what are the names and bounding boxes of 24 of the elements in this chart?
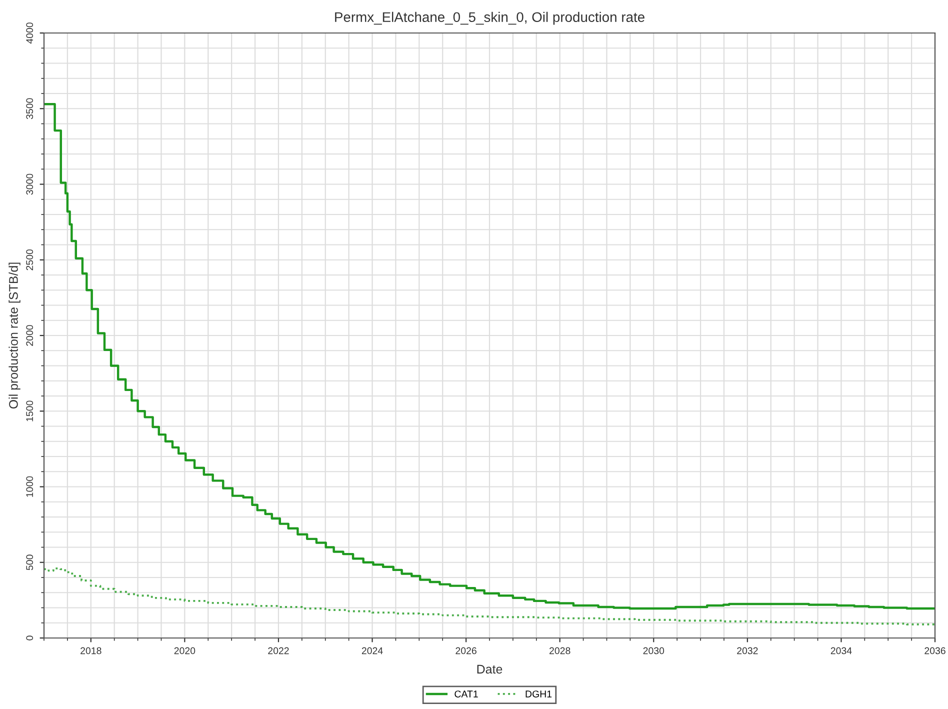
y-tick-label: 3500 xyxy=(26,98,34,120)
x-tick-label: 2018 xyxy=(80,647,102,654)
x-tick-label: 2034 xyxy=(830,647,852,654)
y-tick-label: 0 xyxy=(26,636,34,640)
legend-label: DGH1 xyxy=(526,690,552,698)
y-tick-label: 3000 xyxy=(26,174,34,195)
y-tick-label: 2000 xyxy=(26,325,34,346)
x-axis-title: Date xyxy=(477,664,502,674)
y-axis-title: Oil production rate [STB/d] xyxy=(8,262,20,409)
y-tick-label: 500 xyxy=(26,554,34,570)
x-tick-label: 2020 xyxy=(174,647,196,654)
x-tick-label: 2036 xyxy=(924,647,946,654)
y-tick-label: 4000 xyxy=(26,22,34,44)
chart-title: Permx_ElAtchane_0_5_skin_0, Oil production rate xyxy=(335,12,644,25)
x-tick-label: 2024 xyxy=(362,647,383,654)
x-tick-label: 2030 xyxy=(643,647,664,654)
x-tick-label: 2032 xyxy=(737,647,758,654)
y-tick-label: 2500 xyxy=(26,249,34,270)
x-tick-label: 2022 xyxy=(268,647,289,654)
y-tick-label: 1500 xyxy=(26,400,34,422)
x-tick-label: 2026 xyxy=(456,647,476,654)
x-tick-label: 2028 xyxy=(550,647,570,654)
y-tick-label: 1000 xyxy=(26,476,34,497)
legend-label: CAT1 xyxy=(454,690,478,698)
